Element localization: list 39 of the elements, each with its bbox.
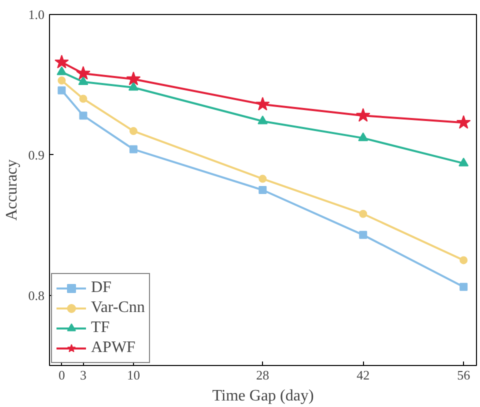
point	[76, 66, 90, 80]
point	[129, 145, 138, 154]
x-tick-label: 28	[256, 368, 270, 382]
x-tick-label: 42	[356, 368, 370, 382]
y-axis-title: Accuracy	[3, 159, 20, 221]
x-tick-label: 0	[58, 368, 65, 382]
y-tick-label: 1.0	[28, 7, 44, 22]
point	[258, 186, 267, 194]
x-axis-title: Time Gap (day)	[212, 388, 314, 404]
point	[458, 158, 469, 166]
point	[456, 115, 471, 129]
legend-label: DF	[91, 279, 112, 297]
point	[79, 112, 88, 120]
point	[78, 76, 88, 85]
point	[54, 54, 69, 68]
legend-label: Var-Cnn	[91, 299, 145, 317]
x-tick-label: 56	[457, 368, 471, 382]
point	[358, 132, 368, 142]
point	[356, 108, 370, 122]
x-tick-label: 10	[126, 368, 140, 382]
point	[58, 76, 66, 84]
point	[79, 94, 88, 103]
point	[359, 230, 368, 239]
point	[56, 66, 67, 76]
point	[255, 96, 270, 111]
y-tick-label: 0.8	[28, 288, 44, 303]
point	[129, 127, 138, 136]
point	[126, 72, 141, 86]
point	[359, 210, 368, 218]
point	[58, 86, 66, 94]
legend-label: TF	[91, 319, 111, 337]
x-tick-label: 3	[80, 368, 86, 382]
point	[460, 256, 468, 264]
point	[460, 282, 468, 291]
legend-label: APWF	[91, 339, 136, 357]
y-tick-label: 0.9	[28, 147, 44, 162]
point	[258, 174, 267, 183]
point	[128, 82, 138, 91]
point	[258, 116, 268, 124]
